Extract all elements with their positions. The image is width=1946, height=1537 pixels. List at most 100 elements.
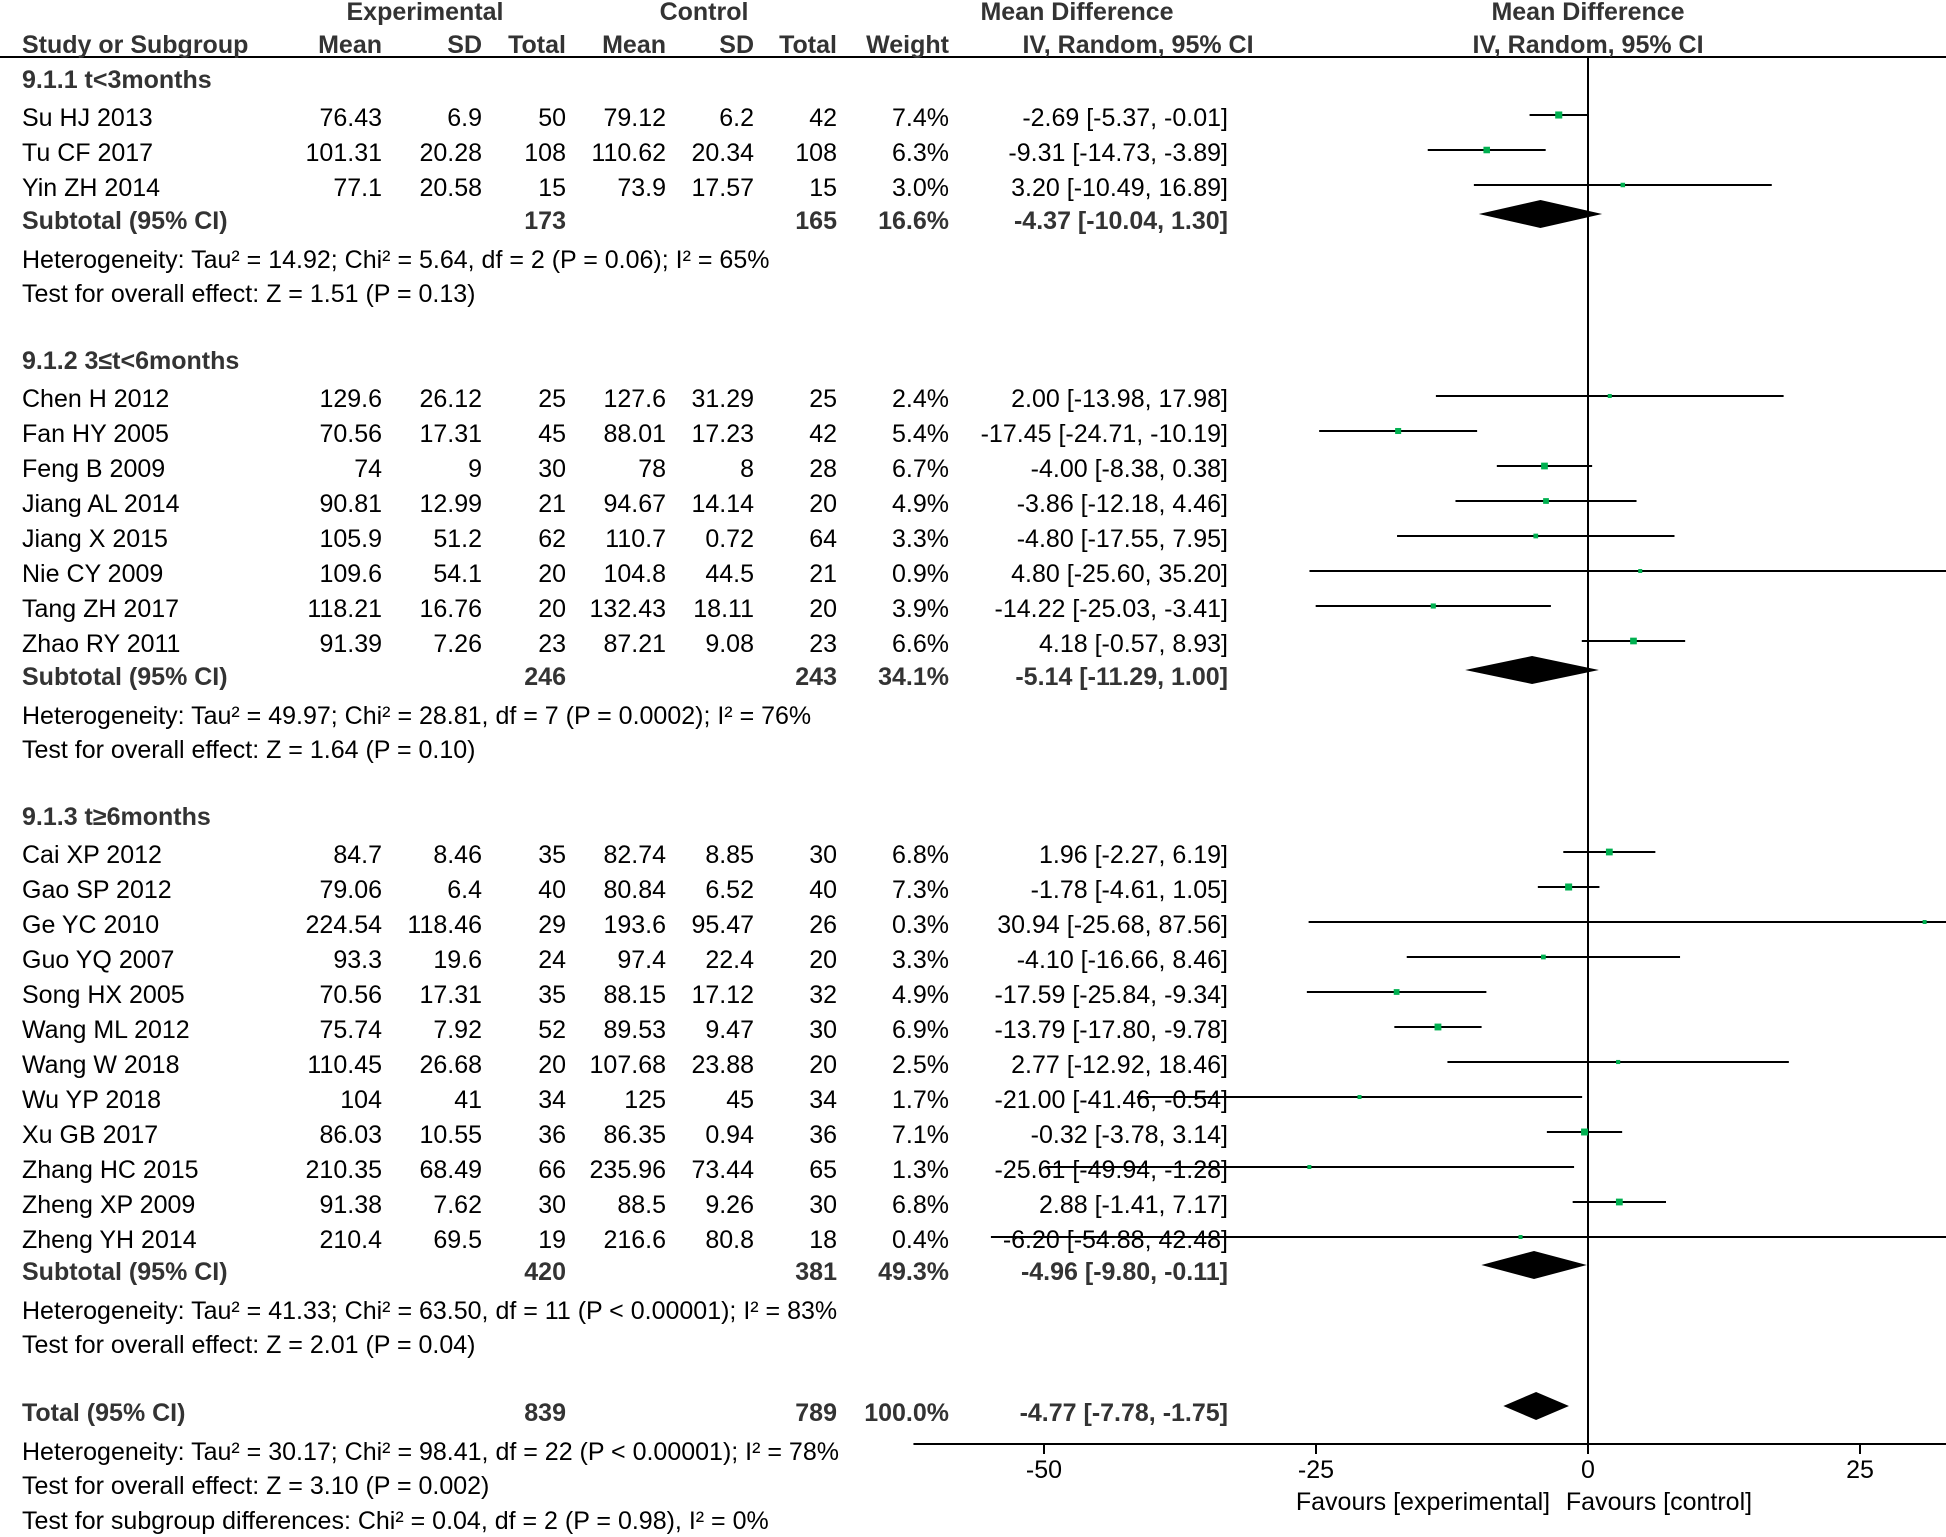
subgroup-differences-text: Test for subgroup differences: Chi² = 0.… bbox=[22, 1507, 769, 1535]
pooled-effect-diamond bbox=[1478, 200, 1603, 228]
subtotal-control-total: 381 bbox=[795, 1258, 837, 1286]
experimental-total-cell: 36 bbox=[538, 1121, 566, 1149]
mean-difference-ci-cell: -13.79 [-17.80, -9.78] bbox=[994, 1016, 1228, 1044]
experimental-sd-cell: 10.55 bbox=[419, 1121, 482, 1149]
study-name: Jiang X 2015 bbox=[22, 525, 168, 553]
experimental-mean-cell: 74 bbox=[354, 455, 382, 483]
mean-difference-ci-cell: 3.20 [-10.49, 16.89] bbox=[1011, 174, 1228, 202]
experimental-sd-cell: 69.5 bbox=[433, 1226, 482, 1254]
x-tick-label: -50 bbox=[1025, 1456, 1063, 1484]
study-effect-marker bbox=[1307, 1165, 1312, 1169]
control-mean-cell: 78 bbox=[638, 455, 666, 483]
control-total-cell: 21 bbox=[809, 560, 837, 588]
subtotal-label: Subtotal (95% CI) bbox=[22, 663, 228, 691]
experimental-total-cell: 34 bbox=[538, 1086, 566, 1114]
mean-difference-ci-cell: -21.00 [-41.46, -0.54] bbox=[994, 1086, 1228, 1114]
experimental-sd-cell: 7.26 bbox=[433, 630, 482, 658]
control-total-cell: 32 bbox=[809, 981, 837, 1009]
experimental-mean-cell: 104 bbox=[340, 1086, 382, 1114]
study-effect-marker bbox=[1616, 1059, 1621, 1065]
experimental-total-cell: 50 bbox=[538, 104, 566, 132]
study-name: Ge YC 2010 bbox=[22, 911, 160, 939]
study-effect-marker bbox=[1581, 1128, 1588, 1136]
experimental-group-header: Experimental bbox=[346, 0, 504, 26]
control-mean-cell: 110.62 bbox=[591, 139, 666, 167]
control-mean-cell: 97.4 bbox=[617, 946, 666, 974]
experimental-mean-cell: 93.3 bbox=[333, 946, 382, 974]
control-total-cell: 28 bbox=[809, 455, 837, 483]
mean-difference-ci-cell: -17.45 [-24.71, -10.19] bbox=[980, 420, 1228, 448]
control-total-cell: 65 bbox=[809, 1156, 837, 1184]
study-effect-marker bbox=[1518, 1235, 1523, 1239]
mean-difference-ci-cell: 2.88 [-1.41, 7.17] bbox=[1038, 1191, 1228, 1219]
subgroup-title: 9.1.2 3≤t<6months bbox=[22, 347, 240, 375]
experimental-sd-header: SD bbox=[447, 31, 482, 59]
weight-cell: 0.3% bbox=[892, 911, 949, 939]
experimental-mean-cell: 210.4 bbox=[319, 1226, 382, 1254]
study-name: Yin ZH 2014 bbox=[22, 174, 161, 202]
weight-cell: 1.3% bbox=[892, 1156, 949, 1184]
mean-difference-ci-cell: -17.59 [-25.84, -9.34] bbox=[994, 981, 1228, 1009]
study-column-header: Study or Subgroup bbox=[22, 31, 249, 59]
weight-cell: 6.3% bbox=[892, 139, 949, 167]
control-sd-cell: 95.47 bbox=[691, 911, 754, 939]
study-effect-marker bbox=[1541, 462, 1548, 470]
experimental-mean-cell: 91.39 bbox=[319, 630, 382, 658]
mean-difference-ci-cell: 2.00 [-13.98, 17.98] bbox=[1011, 385, 1228, 413]
x-tick-label: 25 bbox=[1846, 1456, 1874, 1484]
experimental-total-header: Total bbox=[508, 31, 566, 59]
favours-experimental-label: Favours [experimental] bbox=[1295, 1488, 1551, 1516]
study-effect-marker bbox=[1393, 989, 1400, 995]
mean-difference-ci-cell: 1.96 [-2.27, 6.19] bbox=[1038, 841, 1228, 869]
control-total-cell: 15 bbox=[809, 174, 837, 202]
control-mean-cell: 88.5 bbox=[617, 1191, 666, 1219]
experimental-sd-cell: 7.92 bbox=[433, 1016, 482, 1044]
experimental-mean-cell: 118.21 bbox=[307, 595, 382, 623]
mean-difference-ci-cell: -4.00 [-8.38, 0.38] bbox=[1030, 455, 1228, 483]
study-effect-marker bbox=[1357, 1095, 1362, 1099]
weight-cell: 3.0% bbox=[892, 174, 949, 202]
control-sd-cell: 80.8 bbox=[705, 1226, 754, 1254]
mean-difference-ci-cell: -2.69 [-5.37, -0.01] bbox=[1022, 104, 1228, 132]
experimental-total-cell: 30 bbox=[538, 455, 566, 483]
experimental-sd-cell: 54.1 bbox=[433, 560, 482, 588]
experimental-mean-cell: 90.81 bbox=[319, 490, 382, 518]
overall-effect-text: Test for overall effect: Z = 1.51 (P = 0… bbox=[22, 280, 476, 308]
study-name: Cai XP 2012 bbox=[22, 841, 162, 869]
mean-difference-plot-header: Mean Difference bbox=[1491, 0, 1685, 26]
pooled-effect-diamond bbox=[1503, 1392, 1569, 1420]
experimental-sd-cell: 51.2 bbox=[433, 525, 482, 553]
control-total-cell: 20 bbox=[809, 595, 837, 623]
study-effect-marker bbox=[1607, 393, 1612, 399]
weight-cell: 7.3% bbox=[892, 876, 949, 904]
experimental-sd-cell: 16.76 bbox=[419, 595, 482, 623]
weight-cell: 6.8% bbox=[892, 1191, 949, 1219]
control-sd-cell: 17.12 bbox=[691, 981, 754, 1009]
study-name: Jiang AL 2014 bbox=[22, 490, 180, 518]
study-name: Wang W 2018 bbox=[22, 1051, 180, 1079]
experimental-total-cell: 108 bbox=[524, 139, 566, 167]
control-sd-cell: 0.94 bbox=[705, 1121, 754, 1149]
control-total-cell: 34 bbox=[809, 1086, 837, 1114]
study-effect-marker bbox=[1922, 920, 1927, 924]
study-effect-marker bbox=[1565, 883, 1573, 891]
overall-effect-text: Test for overall effect: Z = 1.64 (P = 0… bbox=[22, 736, 476, 764]
experimental-mean-header: Mean bbox=[318, 31, 382, 59]
control-total-cell: 30 bbox=[809, 841, 837, 869]
total-weight: 100.0% bbox=[864, 1399, 949, 1427]
experimental-total-cell: 30 bbox=[538, 1191, 566, 1219]
control-mean-cell: 104.8 bbox=[603, 560, 666, 588]
weight-cell: 6.7% bbox=[892, 455, 949, 483]
study-name: Fan HY 2005 bbox=[22, 420, 169, 448]
subtotal-experimental-total: 173 bbox=[524, 207, 566, 235]
subtotal-label: Subtotal (95% CI) bbox=[22, 1258, 228, 1286]
method-column-header: IV, Random, 95% CI bbox=[1022, 31, 1254, 59]
overall-effect-text: Test for overall effect: Z = 2.01 (P = 0… bbox=[22, 1331, 476, 1359]
experimental-sd-cell: 20.28 bbox=[419, 139, 482, 167]
weight-header: Weight bbox=[866, 31, 949, 59]
mean-difference-ci-cell: -25.61 [-49.94, -1.28] bbox=[994, 1156, 1228, 1184]
control-sd-cell: 23.88 bbox=[691, 1051, 754, 1079]
control-sd-cell: 8 bbox=[740, 455, 754, 483]
total-ci: -4.77 [-7.78, -1.75] bbox=[1019, 1399, 1228, 1427]
